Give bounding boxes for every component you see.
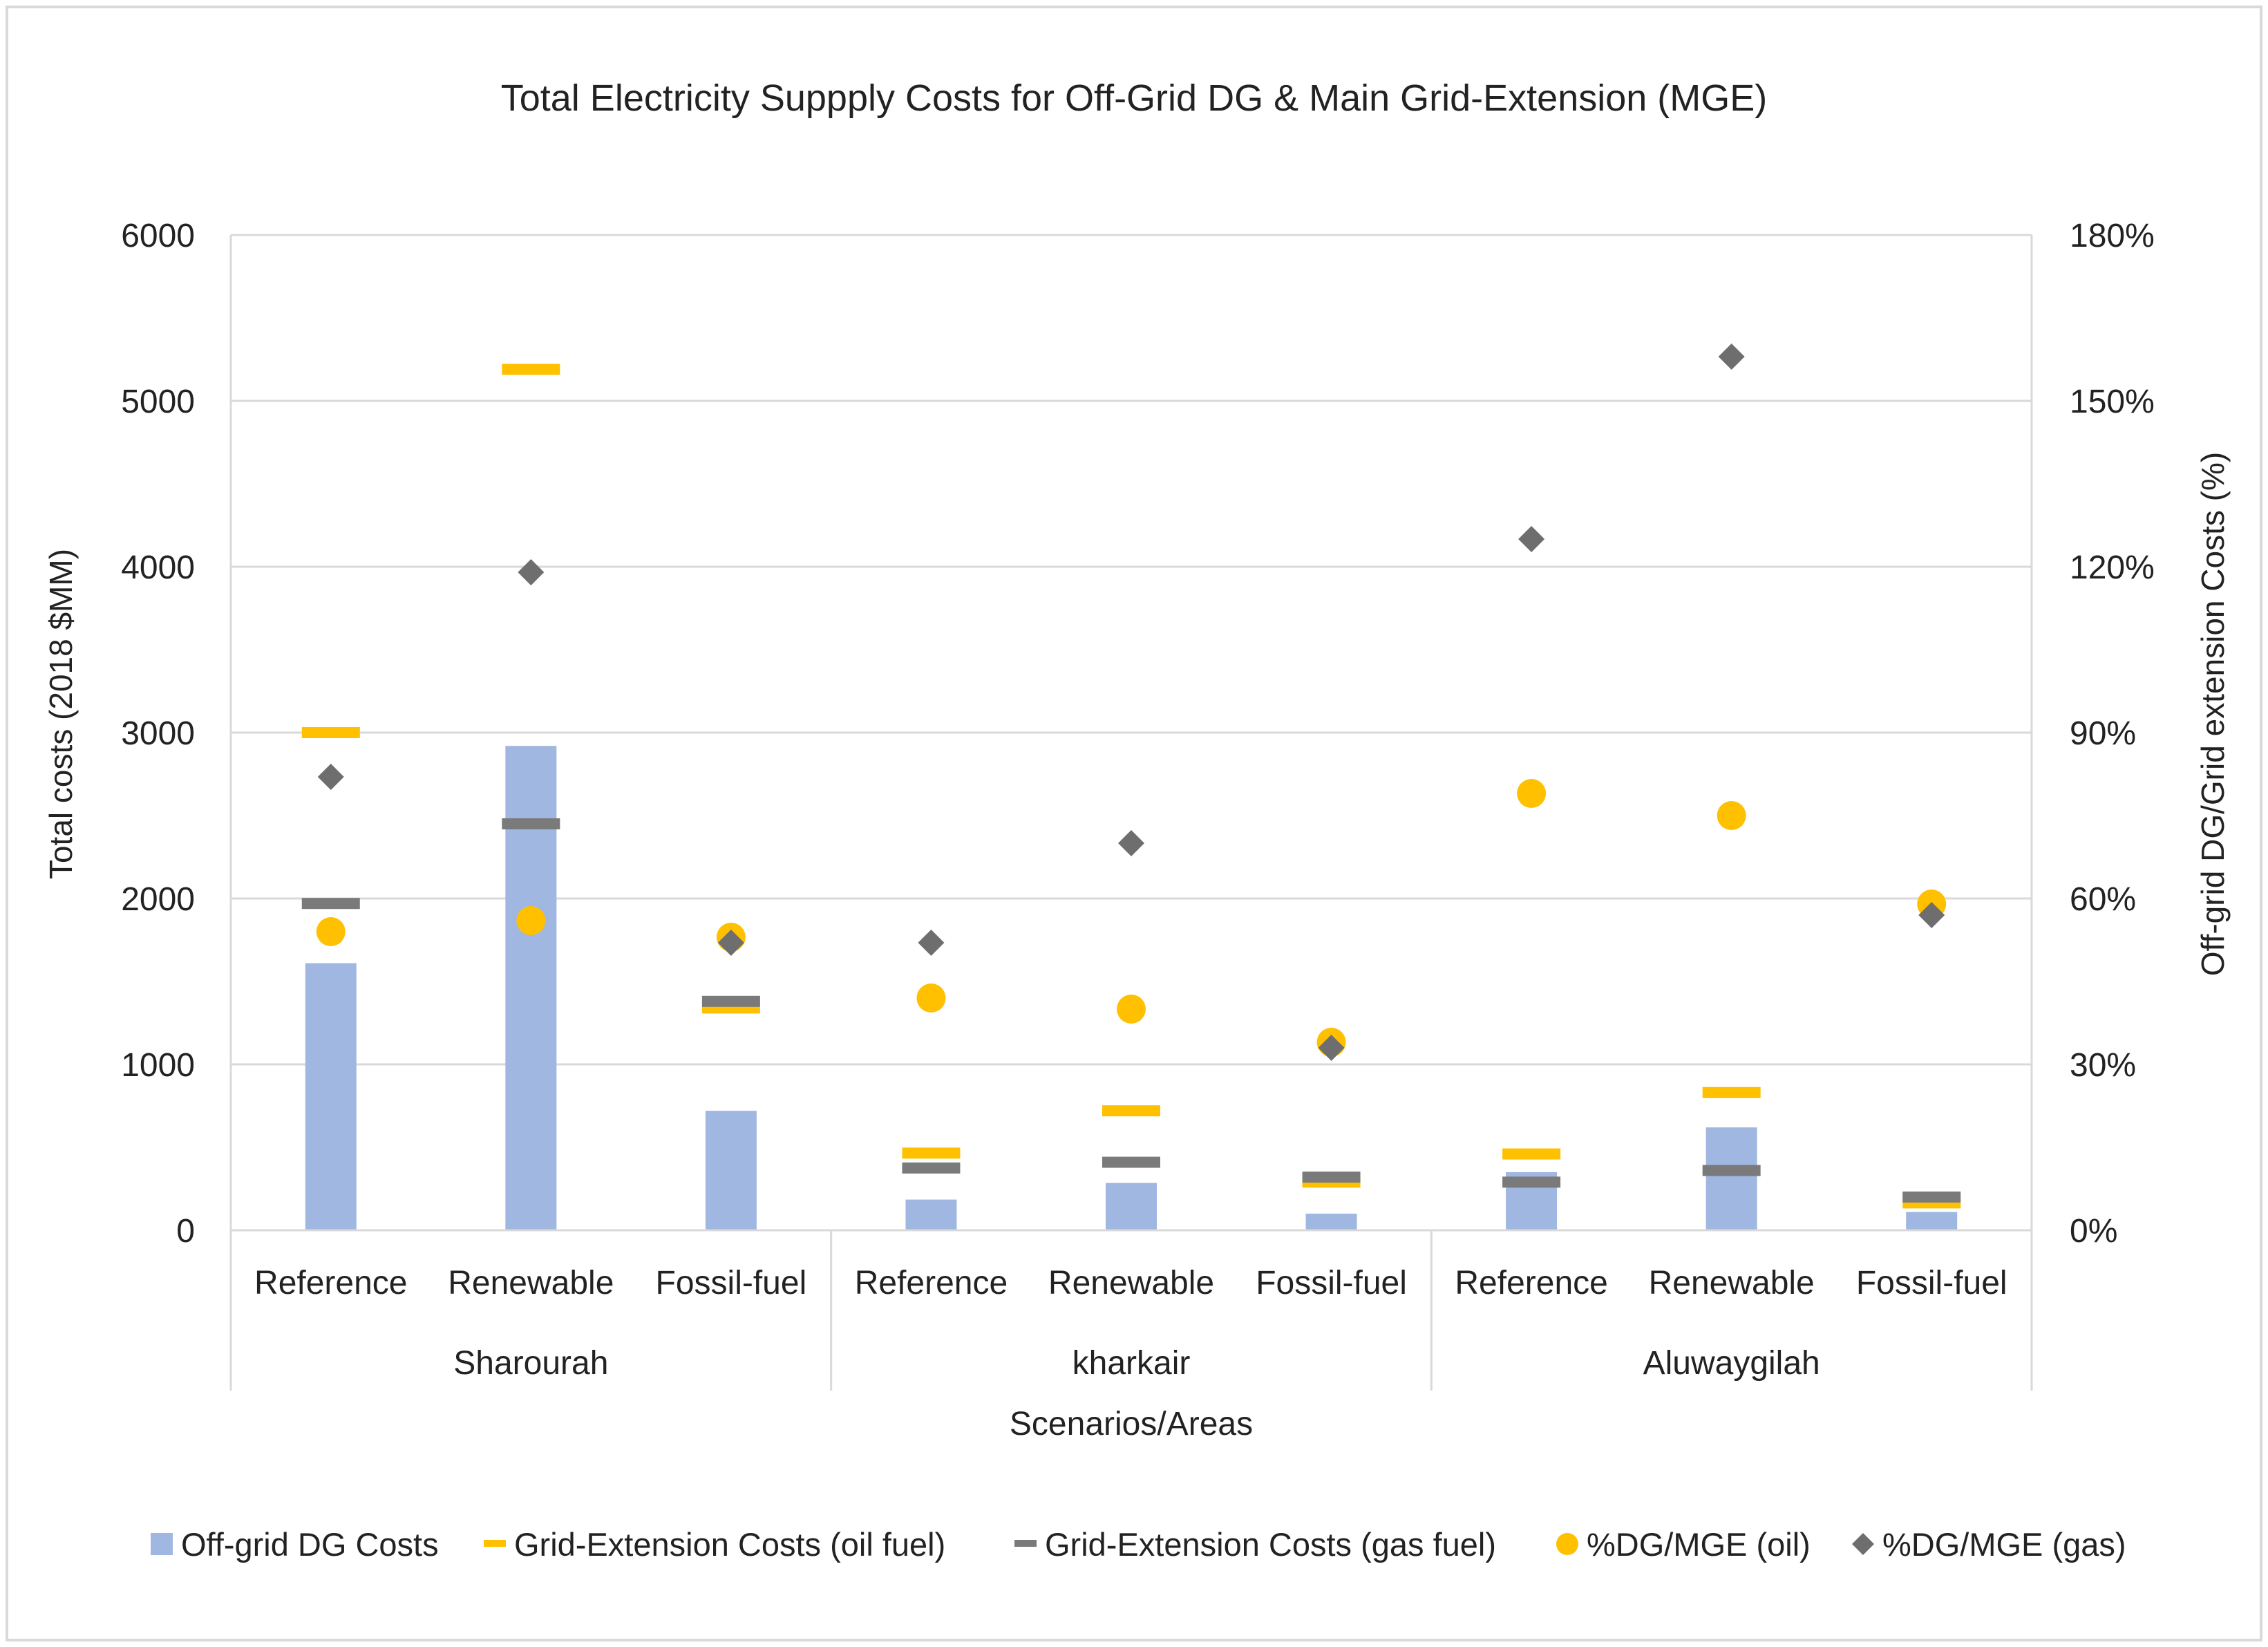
dash-grid-extension-gas: [1902, 1192, 1961, 1203]
point-dg-mge-oil: [1517, 779, 1547, 808]
bar-off-grid-dg: [305, 963, 357, 1230]
dash-grid-extension-gas: [1502, 1176, 1561, 1188]
point-dg-mge-gas: [918, 930, 945, 956]
x-tick-label: Reference: [855, 1265, 1008, 1301]
y2-tick-label: 30%: [2070, 1047, 2136, 1084]
legend-swatch-bar: [151, 1533, 173, 1555]
dash-grid-extension-oil: [1502, 1148, 1561, 1160]
y2-axis-ticks: 0% 30% 60% 90% 120% 150% 180%: [2070, 218, 2155, 1250]
legend-swatch-dash: [1014, 1540, 1037, 1547]
legend-label: Grid-Extension Costs (gas fuel): [1045, 1526, 1496, 1563]
chart-frame: [6, 6, 2262, 1641]
legend-label: %DG/MGE (oil): [1587, 1526, 1811, 1563]
y-tick-label: 5000: [121, 384, 195, 420]
dash-grid-extension-gas: [1702, 1165, 1761, 1176]
legend-label: Off-grid DG Costs: [181, 1526, 439, 1563]
group-label: Sharourah: [453, 1345, 608, 1382]
y2-tick-label: 0%: [2070, 1213, 2117, 1250]
y-tick-label: 3000: [121, 715, 195, 752]
legend-label: %DG/MGE (gas): [1882, 1526, 2126, 1563]
point-dg-mge-gas: [317, 764, 344, 790]
group-label: Aluwaygilah: [1643, 1345, 1820, 1382]
marker-series: [301, 343, 1961, 1209]
dash-grid-extension-gas: [902, 1163, 961, 1174]
y-tick-label: 2000: [121, 881, 195, 918]
point-dg-mge-gas: [717, 930, 744, 956]
x-tick-label: Fossil-fuel: [1256, 1265, 1407, 1301]
bar-off-grid-dg: [705, 1111, 757, 1230]
y-axis-label: Total costs (2018 $MM): [43, 549, 79, 879]
y2-tick-label: 120%: [2070, 549, 2155, 586]
point-dg-mge-oil: [316, 917, 346, 946]
legend-item: %DG/MGE (gas): [1852, 1526, 2126, 1563]
x-tick-label: Reference: [1455, 1265, 1607, 1301]
y-tick-label: 0: [176, 1213, 195, 1250]
point-dg-mge-oil: [1717, 801, 1746, 830]
point-dg-mge-gas: [1918, 902, 1945, 928]
y2-tick-label: 150%: [2070, 384, 2155, 420]
legend-item: Off-grid DG Costs: [151, 1526, 439, 1563]
point-dg-mge-oil: [516, 906, 546, 935]
x-tick-label: Reference: [254, 1265, 407, 1301]
y-tick-label: 1000: [121, 1047, 195, 1084]
y2-tick-label: 180%: [2070, 218, 2155, 254]
legend-item: %DG/MGE (oil): [1556, 1526, 1811, 1563]
y2-tick-label: 90%: [2070, 715, 2136, 752]
bar-off-grid-dg: [1906, 1212, 1958, 1230]
point-dg-mge-gas: [1118, 830, 1144, 856]
legend-item: Grid-Extension Costs (oil fuel): [484, 1526, 945, 1563]
dash-grid-extension-gas: [701, 995, 760, 1007]
legend-label: Grid-Extension Costs (oil fuel): [514, 1526, 945, 1563]
dash-grid-extension-gas: [1302, 1171, 1361, 1183]
legend: Off-grid DG Costs Grid-Extension Costs (o…: [151, 1526, 2126, 1563]
point-dg-mge-oil: [1117, 995, 1146, 1024]
bar-off-grid-dg: [1705, 1127, 1757, 1230]
x-tick-label: Fossil-fuel: [1856, 1265, 2007, 1301]
legend-swatch-dash: [484, 1540, 506, 1547]
y-axis-ticks: 0 1000 2000 3000 4000 5000 6000: [121, 218, 195, 1250]
point-dg-mge-oil: [916, 984, 946, 1013]
x-tick-label: Renewable: [448, 1265, 614, 1301]
y-tick-label: 6000: [121, 218, 195, 254]
x-tick-label: Fossil-fuel: [656, 1265, 807, 1301]
dash-grid-extension-oil: [1102, 1105, 1160, 1117]
dash-grid-extension-gas: [301, 898, 360, 910]
dash-grid-extension-oil: [902, 1147, 961, 1159]
dash-grid-extension-oil: [502, 364, 560, 375]
bar-off-grid-dg: [905, 1199, 957, 1230]
legend-swatch-circle: [1556, 1533, 1578, 1555]
x-axis-label: Scenarios/Areas: [1010, 1406, 1253, 1442]
group-label: kharkair: [1072, 1345, 1191, 1382]
dash-grid-extension-oil: [1702, 1086, 1761, 1098]
legend-swatch-diamond: [1852, 1533, 1874, 1555]
point-dg-mge-gas: [1318, 1035, 1345, 1061]
point-dg-mge-gas: [518, 559, 545, 585]
legend-item: Grid-Extension Costs (gas fuel): [1014, 1526, 1496, 1563]
y2-axis-label: Off-grid DG/Grid extension Costs (%): [2195, 452, 2231, 976]
point-dg-mge-gas: [1718, 343, 1745, 370]
y-tick-label: 4000: [121, 549, 195, 586]
dash-grid-extension-gas: [1102, 1156, 1160, 1168]
x-tick-label: Renewable: [1649, 1265, 1815, 1301]
x-tick-label: Renewable: [1048, 1265, 1214, 1301]
point-dg-mge-gas: [1518, 526, 1545, 552]
dash-grid-extension-oil: [301, 727, 360, 738]
chart-title: Total Electricity Suppply Costs for Off-…: [501, 77, 1768, 119]
bar-off-grid-dg: [1305, 1214, 1357, 1230]
dash-grid-extension-gas: [502, 818, 560, 829]
x-axis: Reference Renewable Fossil-fuel Reference Re…: [229, 1229, 2033, 1391]
y2-tick-label: 60%: [2070, 881, 2136, 918]
bar-off-grid-dg: [1106, 1183, 1157, 1230]
